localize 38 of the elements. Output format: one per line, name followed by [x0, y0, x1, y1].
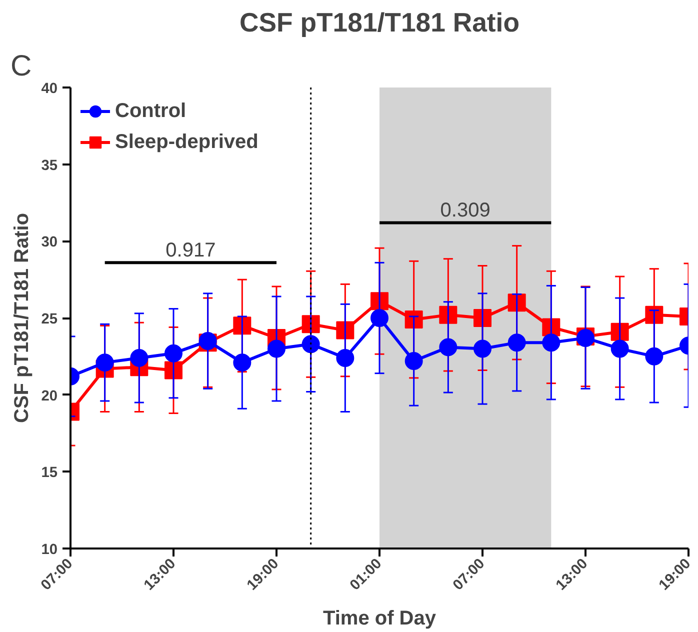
point — [404, 352, 423, 370]
point — [268, 340, 286, 358]
point — [302, 315, 320, 334]
y-tick-label: 20 — [41, 388, 58, 404]
point — [645, 347, 664, 366]
x-axis-title: Time of Day — [323, 607, 437, 630]
point — [164, 361, 182, 380]
y-tick-label: 35 — [41, 158, 58, 174]
text: C — [10, 50, 32, 82]
point — [439, 338, 458, 356]
legend-label: Sleep-deprived — [115, 130, 258, 154]
point — [370, 309, 388, 327]
point — [233, 316, 252, 335]
point — [233, 354, 252, 372]
y-tick-label: 30 — [41, 234, 58, 251]
point — [439, 306, 458, 324]
point — [542, 334, 560, 352]
point — [130, 348, 148, 367]
point — [610, 340, 629, 358]
y-tick-label: 40 — [41, 81, 58, 97]
legend-label: Control — [115, 100, 186, 122]
y-tick-label: 15 — [41, 465, 58, 482]
point — [474, 309, 492, 327]
point — [302, 335, 320, 354]
annotation: 0.309 — [440, 200, 490, 222]
point — [164, 344, 182, 362]
point — [96, 354, 114, 372]
text: CSF pT181/T181 Ratio — [11, 212, 34, 424]
point — [508, 334, 526, 352]
point — [336, 321, 354, 340]
annotation: 0.917 — [166, 240, 216, 262]
y-tick-label: 10 — [41, 542, 58, 558]
y-axis-title: CSF pT181/T181 Ratio — [240, 8, 520, 38]
point — [336, 348, 354, 367]
y-tick-label: 25 — [41, 312, 58, 328]
point — [370, 292, 388, 310]
point — [474, 340, 492, 358]
point — [610, 322, 629, 341]
